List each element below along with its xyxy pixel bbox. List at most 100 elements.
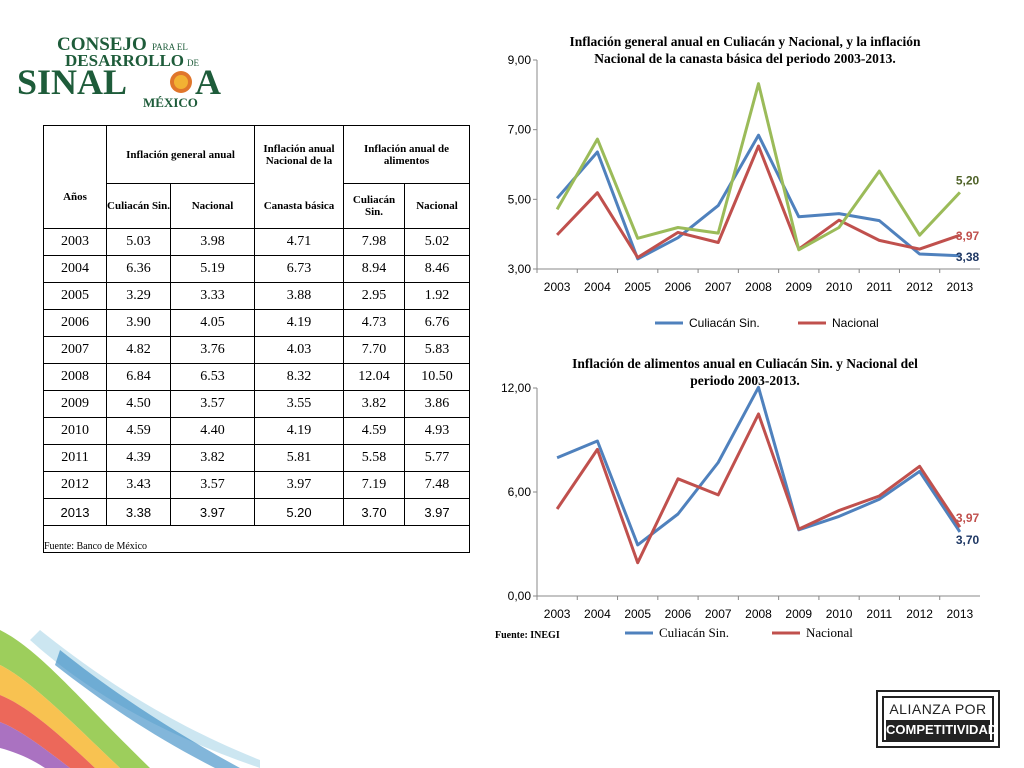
table-cell-value: 6.76 bbox=[404, 309, 470, 337]
table-cell-value: 7.70 bbox=[343, 336, 405, 364]
chart1-title-line2: Nacional de la canasta básica del period… bbox=[594, 51, 896, 66]
table-row: 2011 4.39 3.82 5.81 5.58 5.77 bbox=[43, 444, 470, 472]
table-cell-value: 6.73 bbox=[254, 255, 344, 283]
x-tick-label: 2004 bbox=[584, 607, 611, 621]
table-cell-value: 4.05 bbox=[170, 309, 255, 337]
x-tick-label: 2013 bbox=[947, 280, 974, 294]
table-cell-value: 4.59 bbox=[343, 417, 405, 445]
alianza-competitividad-logo: ALIANZA POR LA COMPETITIVIDAD bbox=[876, 690, 1000, 748]
table-row: 2010 4.59 4.40 4.19 4.59 4.93 bbox=[43, 417, 470, 445]
table-cell-value: 3.98 bbox=[170, 228, 255, 256]
table-cell-value: 4.71 bbox=[254, 228, 344, 256]
table-cell-year: 2007 bbox=[43, 336, 107, 364]
x-tick-label: 2008 bbox=[745, 607, 772, 621]
table-cell-value: 7.98 bbox=[343, 228, 405, 256]
chart-general-inflation: Inflación general anual en Culiacán y Na… bbox=[490, 30, 1010, 340]
table-body: 2003 5.03 3.98 4.71 7.98 5.02 2004 6.36 5.19 6.73… bbox=[43, 228, 470, 526]
table-cell-value: 3.97 bbox=[254, 471, 344, 499]
table-cell-value: 3.29 bbox=[106, 282, 171, 310]
table-cell-year: 2004 bbox=[43, 255, 107, 283]
table-cell-value: 4.19 bbox=[254, 417, 344, 445]
inflation-table: Años Inflación general anual Inflación a… bbox=[43, 125, 470, 553]
header-culiacan: Culiacán Sin. bbox=[106, 183, 171, 229]
header-general: Inflación general anual bbox=[106, 125, 255, 184]
table-cell-year: 2012 bbox=[43, 471, 107, 499]
x-tick-label: 2009 bbox=[785, 607, 812, 621]
table-cell-value: 3.97 bbox=[170, 498, 255, 526]
table-cell-value: 3.38 bbox=[106, 498, 171, 526]
x-tick-label: 2004 bbox=[584, 280, 611, 294]
x-tick-label: 2003 bbox=[544, 607, 571, 621]
table-cell-value: 6.36 bbox=[106, 255, 171, 283]
chart1-svg: Inflación general anual en Culiacán y Na… bbox=[508, 34, 980, 330]
table-row: 2006 3.90 4.05 4.19 4.73 6.76 bbox=[43, 309, 470, 337]
table-cell-value: 4.19 bbox=[254, 309, 344, 337]
table-cell-value: 2.95 bbox=[343, 282, 405, 310]
header-alimentos: Inflación anual de alimentos bbox=[343, 125, 470, 184]
table-cell-value: 6.53 bbox=[170, 363, 255, 391]
table-cell-value: 3.57 bbox=[170, 471, 255, 499]
table-cell-value: 7.19 bbox=[343, 471, 405, 499]
series-line-2 bbox=[556, 144, 961, 259]
consejo-sinaloa-logo: CONSEJO PARA EL DESARROLLO DE SINAL A MÉ… bbox=[17, 34, 221, 110]
chart2-title-line2: periodo 2003-2013. bbox=[690, 373, 800, 388]
table-cell-value: 4.93 bbox=[404, 417, 470, 445]
x-tick-label: 2009 bbox=[785, 280, 812, 294]
x-tick-label: 2011 bbox=[866, 280, 892, 294]
legend-label: Culiacán Sin. bbox=[659, 625, 729, 640]
table-cell-value: 8.94 bbox=[343, 255, 405, 283]
table-cell-year: 2005 bbox=[43, 282, 107, 310]
end-data-label: 3,97 bbox=[956, 229, 980, 243]
table-cell-value: 3.86 bbox=[404, 390, 470, 418]
table-cell-value: 4.73 bbox=[343, 309, 405, 337]
table-row: 2009 4.50 3.57 3.55 3.82 3.86 bbox=[43, 390, 470, 418]
table-cell-value: 8.46 bbox=[404, 255, 470, 283]
y-tick-label: 5,00 bbox=[508, 192, 532, 206]
table-cell-value: 5.77 bbox=[404, 444, 470, 472]
table-cell-value: 3.90 bbox=[106, 309, 171, 337]
x-tick-label: 2010 bbox=[826, 280, 853, 294]
table-row: 2008 6.84 6.53 8.32 12.04 10.50 bbox=[43, 363, 470, 391]
table-cell-value: 5.58 bbox=[343, 444, 405, 472]
legend-label: Nacional bbox=[806, 625, 853, 640]
table-cell-value: 3.88 bbox=[254, 282, 344, 310]
legend-label: Culiacán Sin. bbox=[689, 316, 760, 330]
header-canasta-top: Inflación anual Nacional de la bbox=[254, 125, 344, 184]
alianza-inner-frame: ALIANZA POR LA COMPETITIVIDAD bbox=[882, 696, 997, 742]
chart-food-inflation: Inflación de alimentos anual en Culiacán… bbox=[490, 350, 1010, 650]
series-line-1 bbox=[556, 385, 962, 547]
x-tick-label: 2012 bbox=[906, 280, 933, 294]
logo-line1: CONSEJO bbox=[57, 34, 147, 55]
x-tick-label: 2008 bbox=[745, 280, 772, 294]
decorative-swoosh-graphic bbox=[0, 630, 260, 768]
table-row: 2012 3.43 3.57 3.97 7.19 7.48 bbox=[43, 471, 470, 499]
table-cell-value: 3.82 bbox=[343, 390, 405, 418]
x-tick-label: 2013 bbox=[947, 607, 974, 621]
y-tick-label: 7,00 bbox=[508, 123, 532, 137]
table-cell-value: 4.39 bbox=[106, 444, 171, 472]
logo-line2: DESARROLLO bbox=[65, 51, 184, 70]
table-cell-year: 2009 bbox=[43, 390, 107, 418]
chart1-title-line1: Inflación general anual en Culiacán y Na… bbox=[569, 34, 921, 49]
table-row: 2013 3.38 3.97 5.20 3.70 3.97 bbox=[43, 498, 470, 526]
logo-line3: SINAL bbox=[17, 62, 127, 102]
table-cell-value: 4.59 bbox=[106, 417, 171, 445]
table-cell-value: 4.40 bbox=[170, 417, 255, 445]
table-cell-value: 3.70 bbox=[343, 498, 405, 526]
table-cell-value: 3.57 bbox=[170, 390, 255, 418]
table-cell-value: 12.04 bbox=[343, 363, 405, 391]
table-cell-year: 2011 bbox=[43, 444, 107, 472]
table-cell-value: 3.97 bbox=[404, 498, 470, 526]
table-cell-value: 3.43 bbox=[106, 471, 171, 499]
x-tick-label: 2011 bbox=[866, 607, 892, 621]
table-cell-value: 5.03 bbox=[106, 228, 171, 256]
table-cell-value: 3.33 bbox=[170, 282, 255, 310]
x-tick-label: 2005 bbox=[624, 280, 651, 294]
table-cell-value: 3.55 bbox=[254, 390, 344, 418]
series-line-3 bbox=[555, 82, 961, 252]
table-cell-value: 4.03 bbox=[254, 336, 344, 364]
logo-sun-core-icon bbox=[174, 75, 188, 89]
table-row: 2007 4.82 3.76 4.03 7.70 5.83 bbox=[43, 336, 470, 364]
x-tick-label: 2007 bbox=[705, 607, 732, 621]
series-line-1 bbox=[555, 133, 960, 261]
